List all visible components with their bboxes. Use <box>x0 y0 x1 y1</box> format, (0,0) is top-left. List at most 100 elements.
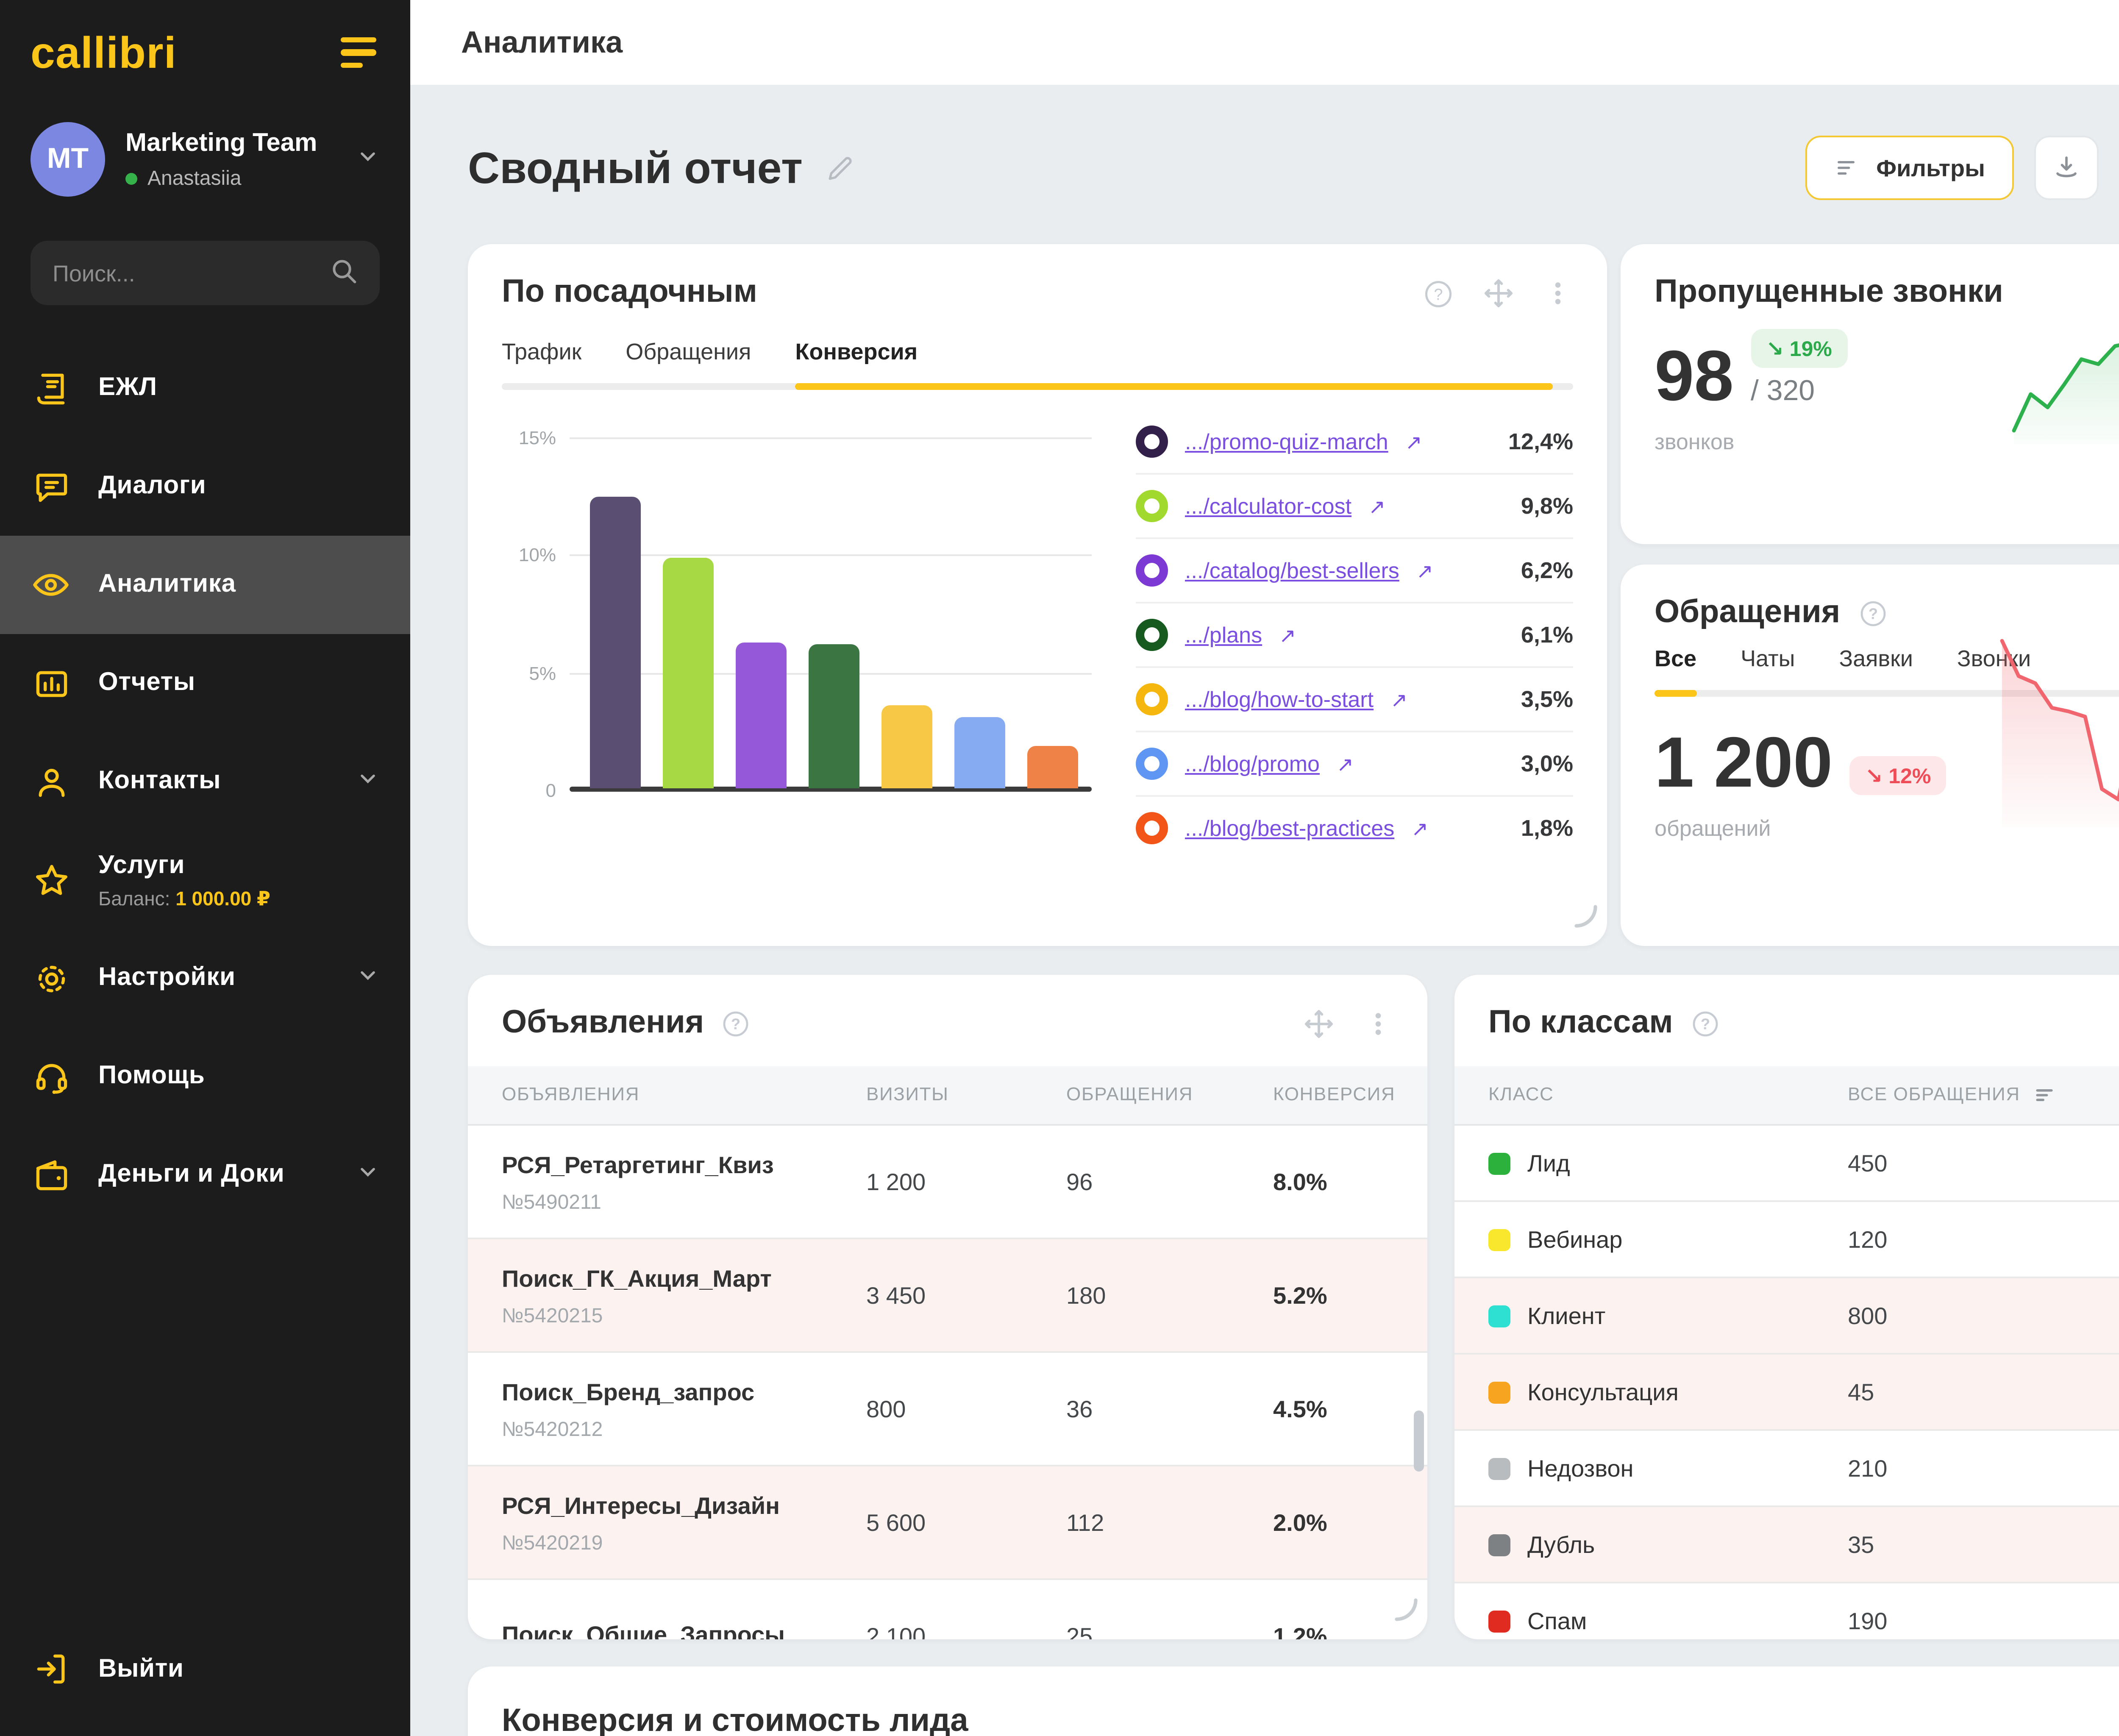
team-selector[interactable]: MT Marketing Team Anastasiia <box>31 122 380 197</box>
external-link-icon[interactable]: ↗ <box>1279 623 1296 647</box>
external-link-icon[interactable]: ↗ <box>1390 687 1408 711</box>
chevron-down-icon[interactable] <box>356 1159 380 1191</box>
bar-.../plans[interactable] <box>809 645 859 788</box>
ad-visits: 2 100 <box>866 1622 926 1639</box>
search-input[interactable] <box>31 241 380 305</box>
tab-звонки[interactable]: Звонки <box>1957 646 2031 671</box>
sidebar-item-contacts[interactable]: Контакты <box>31 732 380 831</box>
hamburger-icon[interactable] <box>337 31 380 74</box>
table-row[interactable]: Спам19064% <box>1454 1583 2119 1639</box>
column-header: КОНВЕРСИЯ <box>1273 1085 1396 1105</box>
table-row[interactable]: РСЯ_Интересы_Дизайн №5420219 5 600 112 2.0% <box>468 1466 1427 1580</box>
download-button[interactable] <box>2034 136 2099 200</box>
legend-value: 3,0% <box>1521 751 1573 776</box>
legend-link[interactable]: .../plans <box>1185 622 1263 648</box>
move-icon[interactable] <box>1302 1007 1336 1041</box>
help-icon[interactable]: ? <box>1690 1009 1721 1039</box>
sidebar-item-star[interactable]: Услуги Баланс: 1 000.00 ₽ <box>31 831 380 929</box>
resize-corner-icon[interactable] <box>1573 904 1599 938</box>
kebab-icon[interactable] <box>1363 1009 1393 1039</box>
legend-link[interactable]: .../blog/promo <box>1185 751 1320 776</box>
table-row[interactable]: Консультация4582%↘ 3% <box>1454 1355 2119 1431</box>
ads-scrollbar-thumb[interactable] <box>1414 1410 1424 1472</box>
legend-link[interactable]: .../blog/best-practices <box>1185 815 1395 841</box>
help-icon[interactable]: ? <box>721 1009 751 1039</box>
filters-button-label: Фильтры <box>1876 154 1985 181</box>
help-icon[interactable]: ? <box>1857 598 1888 629</box>
ad-leads: 112 <box>1066 1509 1104 1536</box>
active-tab-underline <box>795 383 1553 390</box>
legend-link[interactable]: .../calculator-cost <box>1185 493 1352 519</box>
legend-value: 6,1% <box>1521 622 1573 648</box>
help-icon[interactable]: ? <box>1422 277 1454 309</box>
sidebar-item-wallet[interactable]: Деньги и Доки <box>31 1126 380 1224</box>
move-icon[interactable] <box>1482 276 1516 310</box>
external-link-icon[interactable]: ↗ <box>1337 752 1354 776</box>
table-row[interactable]: Недозвон21078% <box>1454 1431 2119 1507</box>
legend-link[interactable]: .../promo-quiz-march <box>1185 429 1388 454</box>
sidebar-item-gear[interactable]: Настройки <box>31 929 380 1027</box>
tab-чаты[interactable]: Чаты <box>1741 646 1795 671</box>
table-row[interactable]: Клиент80085%↘ 12% <box>1454 1278 2119 1355</box>
legend-row: .../plans ↗ 6,1% <box>1136 604 1573 668</box>
external-link-icon[interactable]: ↗ <box>1368 494 1386 518</box>
table-row[interactable]: Поиск_Бренд_запрос №5420212 800 36 4.5% <box>468 1353 1427 1466</box>
axis-tick-label: 15% <box>518 429 556 449</box>
filters-button[interactable]: Фильтры <box>1805 136 2014 200</box>
legend-row: .../blog/how-to-start ↗ 3,5% <box>1136 668 1573 732</box>
class-name: Клиент <box>1527 1302 1606 1329</box>
legend-color-dot <box>1136 748 1168 780</box>
edit-icon[interactable] <box>823 152 855 184</box>
kebab-icon[interactable] <box>1543 278 1573 309</box>
sidebar-item-eye[interactable]: Аналитика <box>0 536 410 634</box>
active-tab-underline <box>1655 690 1697 697</box>
sidebar-item-report[interactable]: Отчеты <box>31 634 380 732</box>
sidebar-item-logout[interactable]: Выйти <box>31 1628 380 1709</box>
sidebar-item-document[interactable]: ЕЖЛ <box>31 339 380 437</box>
table-row[interactable]: РСЯ_Ретаргетинг_Квиз №5490211 1 200 96 8.0% <box>468 1126 1427 1239</box>
chevron-down-icon[interactable] <box>356 143 380 175</box>
sidebar-item-headset[interactable]: Помощь <box>31 1027 380 1126</box>
search-icon[interactable] <box>327 254 361 297</box>
bar-.../blog/best-practices[interactable] <box>1027 746 1078 788</box>
ads-table-header: ОБЪЯВЛЕНИЯ ВИЗИТЫ ОБРАЩЕНИЯ КОНВЕРСИЯ <box>468 1066 1427 1126</box>
ad-visits: 5 600 <box>866 1509 926 1536</box>
bar-.../calculator-cost[interactable] <box>663 558 714 788</box>
tab-обращения[interactable]: Обращения <box>626 339 751 364</box>
bar-.../catalog/best-sellers[interactable] <box>736 643 787 788</box>
bar-.../blog/how-to-start[interactable] <box>882 706 932 788</box>
resize-corner-icon[interactable] <box>1393 1597 1419 1631</box>
widget-title: Конверсия и стоимость лида <box>502 1704 968 1736</box>
column-header: ОБЪЯВЛЕНИЯ <box>502 1085 640 1105</box>
svg-text:?: ? <box>1701 1015 1710 1033</box>
external-link-icon[interactable]: ↗ <box>1405 430 1422 453</box>
ad-visits: 800 <box>866 1395 906 1422</box>
tab-заявки[interactable]: Заявки <box>1839 646 1913 671</box>
tab-конверсия[interactable]: Конверсия <box>795 339 918 364</box>
table-row[interactable]: Лид45095% <box>1454 1126 2119 1202</box>
missed-calls-value: 98 <box>1655 336 1734 415</box>
report-icon <box>31 663 71 704</box>
top-bar: Аналитика <box>410 0 2119 85</box>
legend-link[interactable]: .../catalog/best-sellers <box>1185 558 1399 583</box>
legend-link[interactable]: .../blog/how-to-start <box>1185 687 1374 712</box>
chevron-down-icon[interactable] <box>356 765 380 798</box>
legend-color-dot <box>1136 619 1168 651</box>
external-link-icon[interactable]: ↗ <box>1416 559 1434 582</box>
table-row[interactable]: Вебинар12088% <box>1454 1202 2119 1278</box>
sidebar-item-chat[interactable]: Диалоги <box>31 437 380 536</box>
table-row[interactable]: Поиск_Общие_Запросы 2 100 25 1.2% <box>468 1580 1427 1639</box>
table-row[interactable]: Поиск_ГК_Акция_Март №5420215 3 450 180 5.2% <box>468 1239 1427 1353</box>
external-link-icon[interactable]: ↗ <box>1411 816 1429 840</box>
table-row[interactable]: Дубль3575%↘ 1% <box>1454 1507 2119 1583</box>
chat-icon <box>31 466 71 507</box>
sort-icon[interactable] <box>2032 1083 2056 1107</box>
bar-.../blog/promo[interactable] <box>954 718 1005 788</box>
chevron-down-icon[interactable] <box>356 962 380 994</box>
tab-трафик[interactable]: Трафик <box>502 339 582 364</box>
class-name: Дубль <box>1527 1531 1595 1558</box>
legend-value: 1,8% <box>1521 815 1573 841</box>
tab-все[interactable]: Все <box>1655 646 1697 671</box>
bar-.../promo-quiz-march[interactable] <box>590 497 641 788</box>
